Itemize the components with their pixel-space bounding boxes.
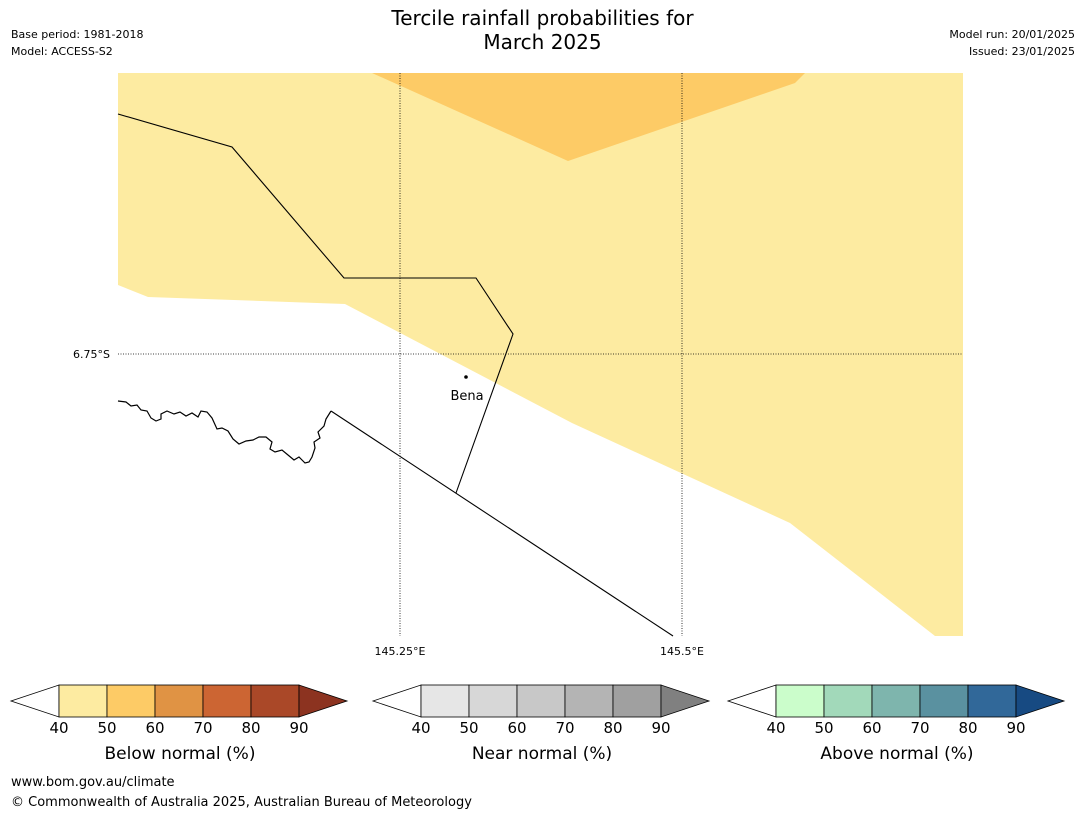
tick-label: 70 [555,719,575,737]
colorbar-segment [775,684,825,718]
colorbar-below-normal-ticks: 40 50 60 70 80 90 [10,719,350,737]
colorbar-lower-extension [726,684,777,718]
title-line-1: Tercile rainfall probabilities for [391,6,694,30]
tick-label: 50 [459,719,479,737]
below-normal-40-50-region [118,73,963,636]
footer-copyright: © Commonwealth of Australia 2025, Austra… [11,795,472,810]
tick-label: 90 [289,719,309,737]
colorbar-below-normal: 40 50 60 70 80 90 Below normal (%) [9,684,350,764]
colorbar-segment [564,684,614,718]
colorbar-segment [58,684,108,718]
base-period: Base period: 1981-2018 [11,28,144,41]
tick-label: 70 [193,719,213,737]
meta-right: Model run: 20/01/2025 Issued: 23/01/2025 [949,26,1075,60]
title-line-2: March 2025 [483,30,602,54]
tick-label: 90 [651,719,671,737]
colorbar-above-normal-scale [726,684,1066,718]
colorbar-segment [106,684,156,718]
colorbar-label: Below normal (%) [104,744,256,764]
province-boundary-south [330,410,674,637]
model-run: Model run: 20/01/2025 [949,28,1075,41]
colorbar-label: Near normal (%) [471,744,613,764]
meta-left: Base period: 1981-2018 Model: ACCESS-S2 [11,26,143,60]
bena-marker [464,375,468,379]
coastline [117,400,332,464]
colorbar-segment [967,684,1017,718]
tick-label: 40 [411,719,431,737]
tick-label: 80 [603,719,623,737]
tick-label: 60 [507,719,527,737]
colorbar-near-normal-scale [371,684,711,718]
tick-label: 80 [958,719,978,737]
colorbar-segment [202,684,252,718]
issued-date: Issued: 23/01/2025 [968,45,1075,58]
rainfall-map: Bena 6.75°S 145.25°E 145.5°E [73,73,963,658]
colorbar-upper-extension [660,684,711,718]
colorbar-lower-extension [9,684,60,718]
colorbar-segment [612,684,662,718]
colorbar-near-normal: 40 50 60 70 80 90 Near normal (%) [371,684,712,764]
colorbar-segment [919,684,969,718]
map-title: Tercile rainfall probabilities for March… [0,6,1085,54]
colorbar-segment [154,684,204,718]
colorbar-segment [420,684,470,718]
tick-label: 50 [97,719,117,737]
tick-label: 70 [910,719,930,737]
longitude-label-145-5: 145.5°E [660,645,704,658]
colorbar-segment [823,684,873,718]
colorbar-above-normal-ticks: 40 50 60 70 80 90 [727,719,1067,737]
longitude-label-145-25: 145.25°E [375,645,426,658]
tick-label: 90 [1006,719,1026,737]
colorbar-segment [871,684,921,718]
latitude-label: 6.75°S [73,348,110,361]
colorbar-segment [468,684,518,718]
colorbar-above-normal: 40 50 60 70 80 90 Above normal (%) [726,684,1067,764]
colorbar-below-normal-scale [9,684,349,718]
bena-label: Bena [450,389,483,404]
colorbar-upper-extension [298,684,349,718]
tick-label: 40 [49,719,69,737]
province-boundary [117,113,514,494]
below-normal-50-60-region [372,73,805,161]
model-name: Model: ACCESS-S2 [11,45,113,58]
colorbar-lower-extension [371,684,422,718]
tick-label: 60 [145,719,165,737]
colorbar-segment [250,684,300,718]
colorbar-near-normal-ticks: 40 50 60 70 80 90 [372,719,712,737]
tick-label: 40 [766,719,786,737]
colorbar-upper-extension [1015,684,1066,718]
tick-label: 60 [862,719,882,737]
colorbar-segment [516,684,566,718]
footer-url: www.bom.gov.au/climate [11,775,175,790]
tick-label: 80 [241,719,261,737]
colorbar-label: Above normal (%) [820,744,974,764]
tick-label: 50 [814,719,834,737]
